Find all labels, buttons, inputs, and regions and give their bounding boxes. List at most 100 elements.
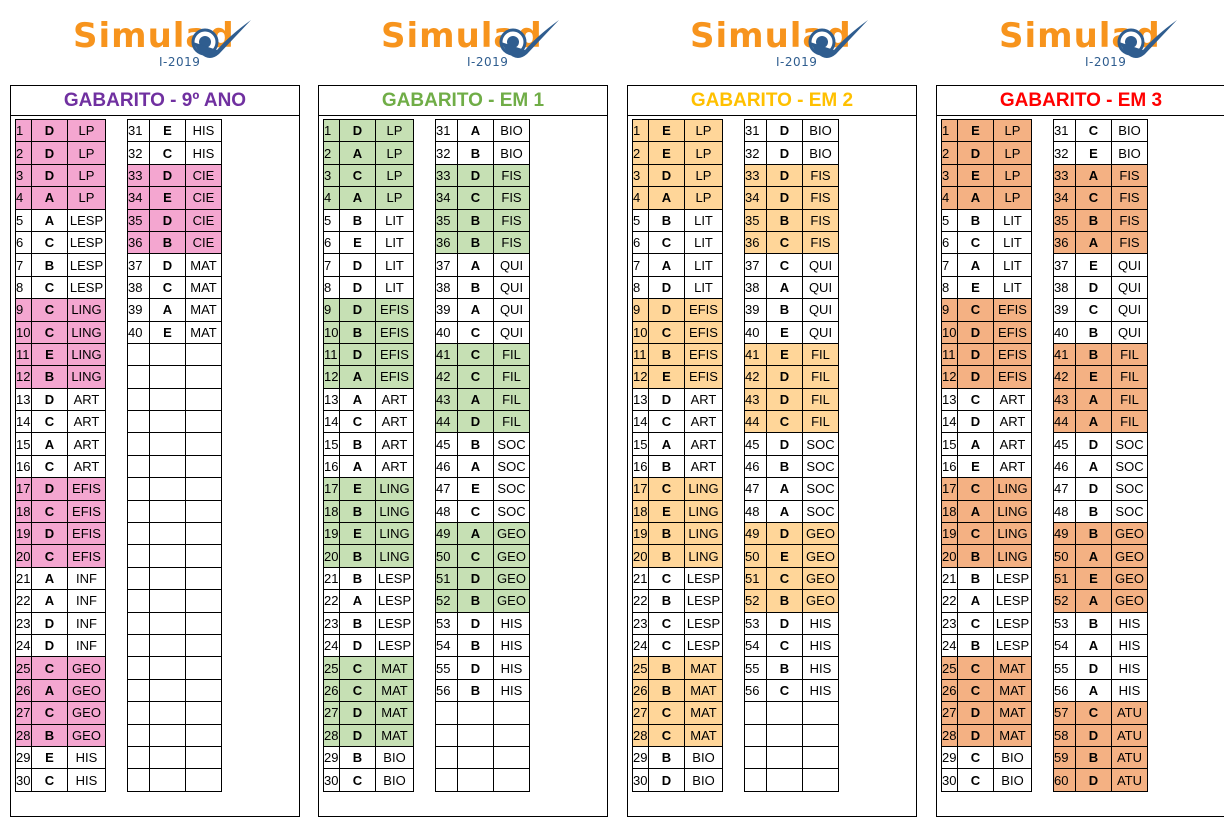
- question-number: 37: [1053, 253, 1076, 277]
- subject-code: SOC: [1111, 477, 1148, 501]
- question-number: 17: [323, 477, 340, 501]
- column-gap: [1032, 321, 1054, 343]
- column-gap: [1032, 679, 1054, 701]
- subject-code: ATU: [1111, 768, 1148, 792]
- table-row: 23 B LESP 53 D HIS: [323, 611, 530, 635]
- subject-code: LESP: [993, 589, 1032, 613]
- answer-letter: [149, 342, 186, 367]
- answer-letter: C: [957, 678, 994, 703]
- subject-code: [185, 454, 222, 479]
- table-row: 12 D EFIS 42 E FIL: [941, 365, 1148, 389]
- question-number: 2: [941, 141, 958, 165]
- table-row: 8 D LIT 38 A QUI: [632, 275, 839, 300]
- subject-code: FIS: [802, 230, 839, 255]
- answer-letter: D: [957, 141, 994, 165]
- question-number: 52: [744, 589, 767, 613]
- question-number: 34: [435, 186, 458, 210]
- question-number: 24: [323, 633, 340, 658]
- column-gap: [106, 455, 128, 477]
- answer-letter: E: [957, 163, 994, 188]
- answer-letter: D: [1075, 656, 1112, 680]
- column-gap: [414, 187, 436, 209]
- answer-letter: D: [766, 387, 803, 412]
- subject-code: GEO: [802, 522, 839, 546]
- table-row: 27 C MAT: [632, 701, 839, 725]
- question-number: 23: [941, 611, 958, 635]
- subject-code: LP: [993, 118, 1032, 143]
- question-number: 49: [435, 522, 458, 546]
- question-number: 20: [941, 544, 958, 568]
- question-number: 27: [323, 701, 340, 725]
- subject-code: EFIS: [375, 298, 414, 322]
- table-row: 13 A ART 43 A FIL: [323, 387, 530, 412]
- question-number: 47: [1053, 477, 1076, 501]
- answer-letter: C: [766, 253, 803, 277]
- table-row: 10 C EFIS 40 E QUI: [632, 320, 839, 344]
- column-gap: [414, 455, 436, 477]
- question-number: 15: [632, 432, 649, 456]
- subject-code: GEO: [493, 544, 530, 568]
- subject-code: MAT: [993, 656, 1032, 680]
- subject-code: [185, 768, 222, 792]
- question-number: 31: [435, 118, 458, 143]
- answer-letter: C: [1075, 186, 1112, 210]
- question-number: 28: [15, 723, 32, 747]
- table-row: 8 E LIT 38 D QUI: [941, 275, 1148, 300]
- column-gap: [106, 702, 128, 724]
- table-row: 29 B BIO: [323, 745, 530, 770]
- answer-letter: A: [957, 432, 994, 456]
- answer-letter: A: [1075, 410, 1112, 434]
- table-row: 17 C LING 47 D SOC: [941, 477, 1148, 501]
- table-row: 28 D MAT: [323, 723, 530, 747]
- question-number: 30: [632, 768, 649, 792]
- question-number: 9: [632, 298, 649, 322]
- column-gap: [723, 321, 745, 343]
- answer-letter: C: [648, 477, 685, 501]
- checkmark-seal-icon: [806, 14, 876, 75]
- table-row: 8 D LIT 38 B QUI: [323, 275, 530, 300]
- answer-letter: E: [957, 454, 994, 479]
- answer-letter: C: [339, 656, 376, 680]
- subject-code: BIO: [493, 141, 530, 165]
- question-number: 50: [1053, 544, 1076, 568]
- question-number: 30: [941, 768, 958, 792]
- table-row: 11 D EFIS 41 C FIL: [323, 342, 530, 367]
- answer-letter: D: [31, 522, 68, 546]
- answer-letter: E: [31, 342, 68, 367]
- subject-code: INF: [67, 611, 106, 635]
- subject-code: LP: [67, 141, 106, 165]
- question-number: 9: [323, 298, 340, 322]
- subject-code: EFIS: [684, 365, 723, 389]
- answer-letter: C: [31, 454, 68, 479]
- table-row: 9 D EFIS 39 A QUI: [323, 298, 530, 322]
- question-number: 27: [632, 701, 649, 725]
- subject-code: LESP: [67, 253, 106, 277]
- logo-group: Simulad I-2019: [51, 4, 261, 84]
- subject-code: LESP: [993, 566, 1032, 591]
- subject-code: EFIS: [67, 499, 106, 524]
- answer-key-title: GABARITO - EM 2: [628, 86, 916, 116]
- subject-code: EFIS: [684, 298, 723, 322]
- question-number: 5: [941, 208, 958, 232]
- answer-letter: A: [457, 454, 494, 479]
- table-row: 25 C GEO: [15, 656, 222, 680]
- answer-letter: C: [457, 365, 494, 389]
- question-number: 4: [941, 186, 958, 210]
- question-number: 16: [15, 454, 32, 479]
- column-gap: [1032, 411, 1054, 433]
- subject-code: MAT: [375, 723, 414, 747]
- answer-letter: D: [457, 656, 494, 680]
- subject-code: LESP: [375, 633, 414, 658]
- answer-letter: C: [31, 410, 68, 434]
- subject-code: LING: [67, 365, 106, 389]
- question-number: [127, 566, 150, 591]
- answer-letter: D: [149, 208, 186, 232]
- subject-code: MAT: [684, 701, 723, 725]
- question-number: 34: [1053, 186, 1076, 210]
- answer-letter: E: [457, 477, 494, 501]
- answer-letter: C: [957, 768, 994, 792]
- column-gap: [414, 612, 436, 634]
- subject-code: QUI: [1111, 275, 1148, 300]
- answer-letter: [149, 633, 186, 658]
- answer-letter: B: [648, 589, 685, 613]
